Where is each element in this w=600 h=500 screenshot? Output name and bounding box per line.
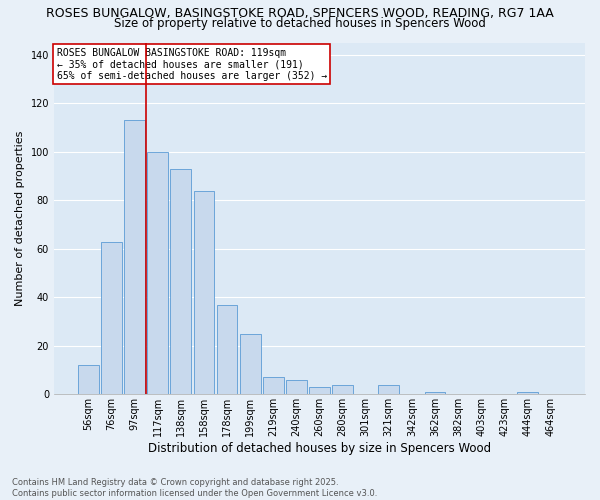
Bar bbox=[425, 392, 445, 394]
Bar bbox=[240, 334, 260, 394]
Bar bbox=[379, 384, 399, 394]
Y-axis label: Number of detached properties: Number of detached properties bbox=[15, 131, 25, 306]
Bar bbox=[263, 378, 284, 394]
Bar bbox=[124, 120, 145, 394]
Bar bbox=[332, 384, 353, 394]
X-axis label: Distribution of detached houses by size in Spencers Wood: Distribution of detached houses by size … bbox=[148, 442, 491, 455]
Bar bbox=[286, 380, 307, 394]
Bar bbox=[170, 168, 191, 394]
Bar bbox=[148, 152, 168, 394]
Text: ROSES BUNGALOW BASINGSTOKE ROAD: 119sqm
← 35% of detached houses are smaller (19: ROSES BUNGALOW BASINGSTOKE ROAD: 119sqm … bbox=[56, 48, 327, 81]
Bar bbox=[101, 242, 122, 394]
Bar bbox=[309, 387, 330, 394]
Bar bbox=[517, 392, 538, 394]
Bar bbox=[78, 366, 99, 394]
Text: ROSES BUNGALOW, BASINGSTOKE ROAD, SPENCERS WOOD, READING, RG7 1AA: ROSES BUNGALOW, BASINGSTOKE ROAD, SPENCE… bbox=[46, 8, 554, 20]
Bar bbox=[217, 304, 238, 394]
Text: Size of property relative to detached houses in Spencers Wood: Size of property relative to detached ho… bbox=[114, 18, 486, 30]
Bar bbox=[194, 190, 214, 394]
Text: Contains HM Land Registry data © Crown copyright and database right 2025.
Contai: Contains HM Land Registry data © Crown c… bbox=[12, 478, 377, 498]
